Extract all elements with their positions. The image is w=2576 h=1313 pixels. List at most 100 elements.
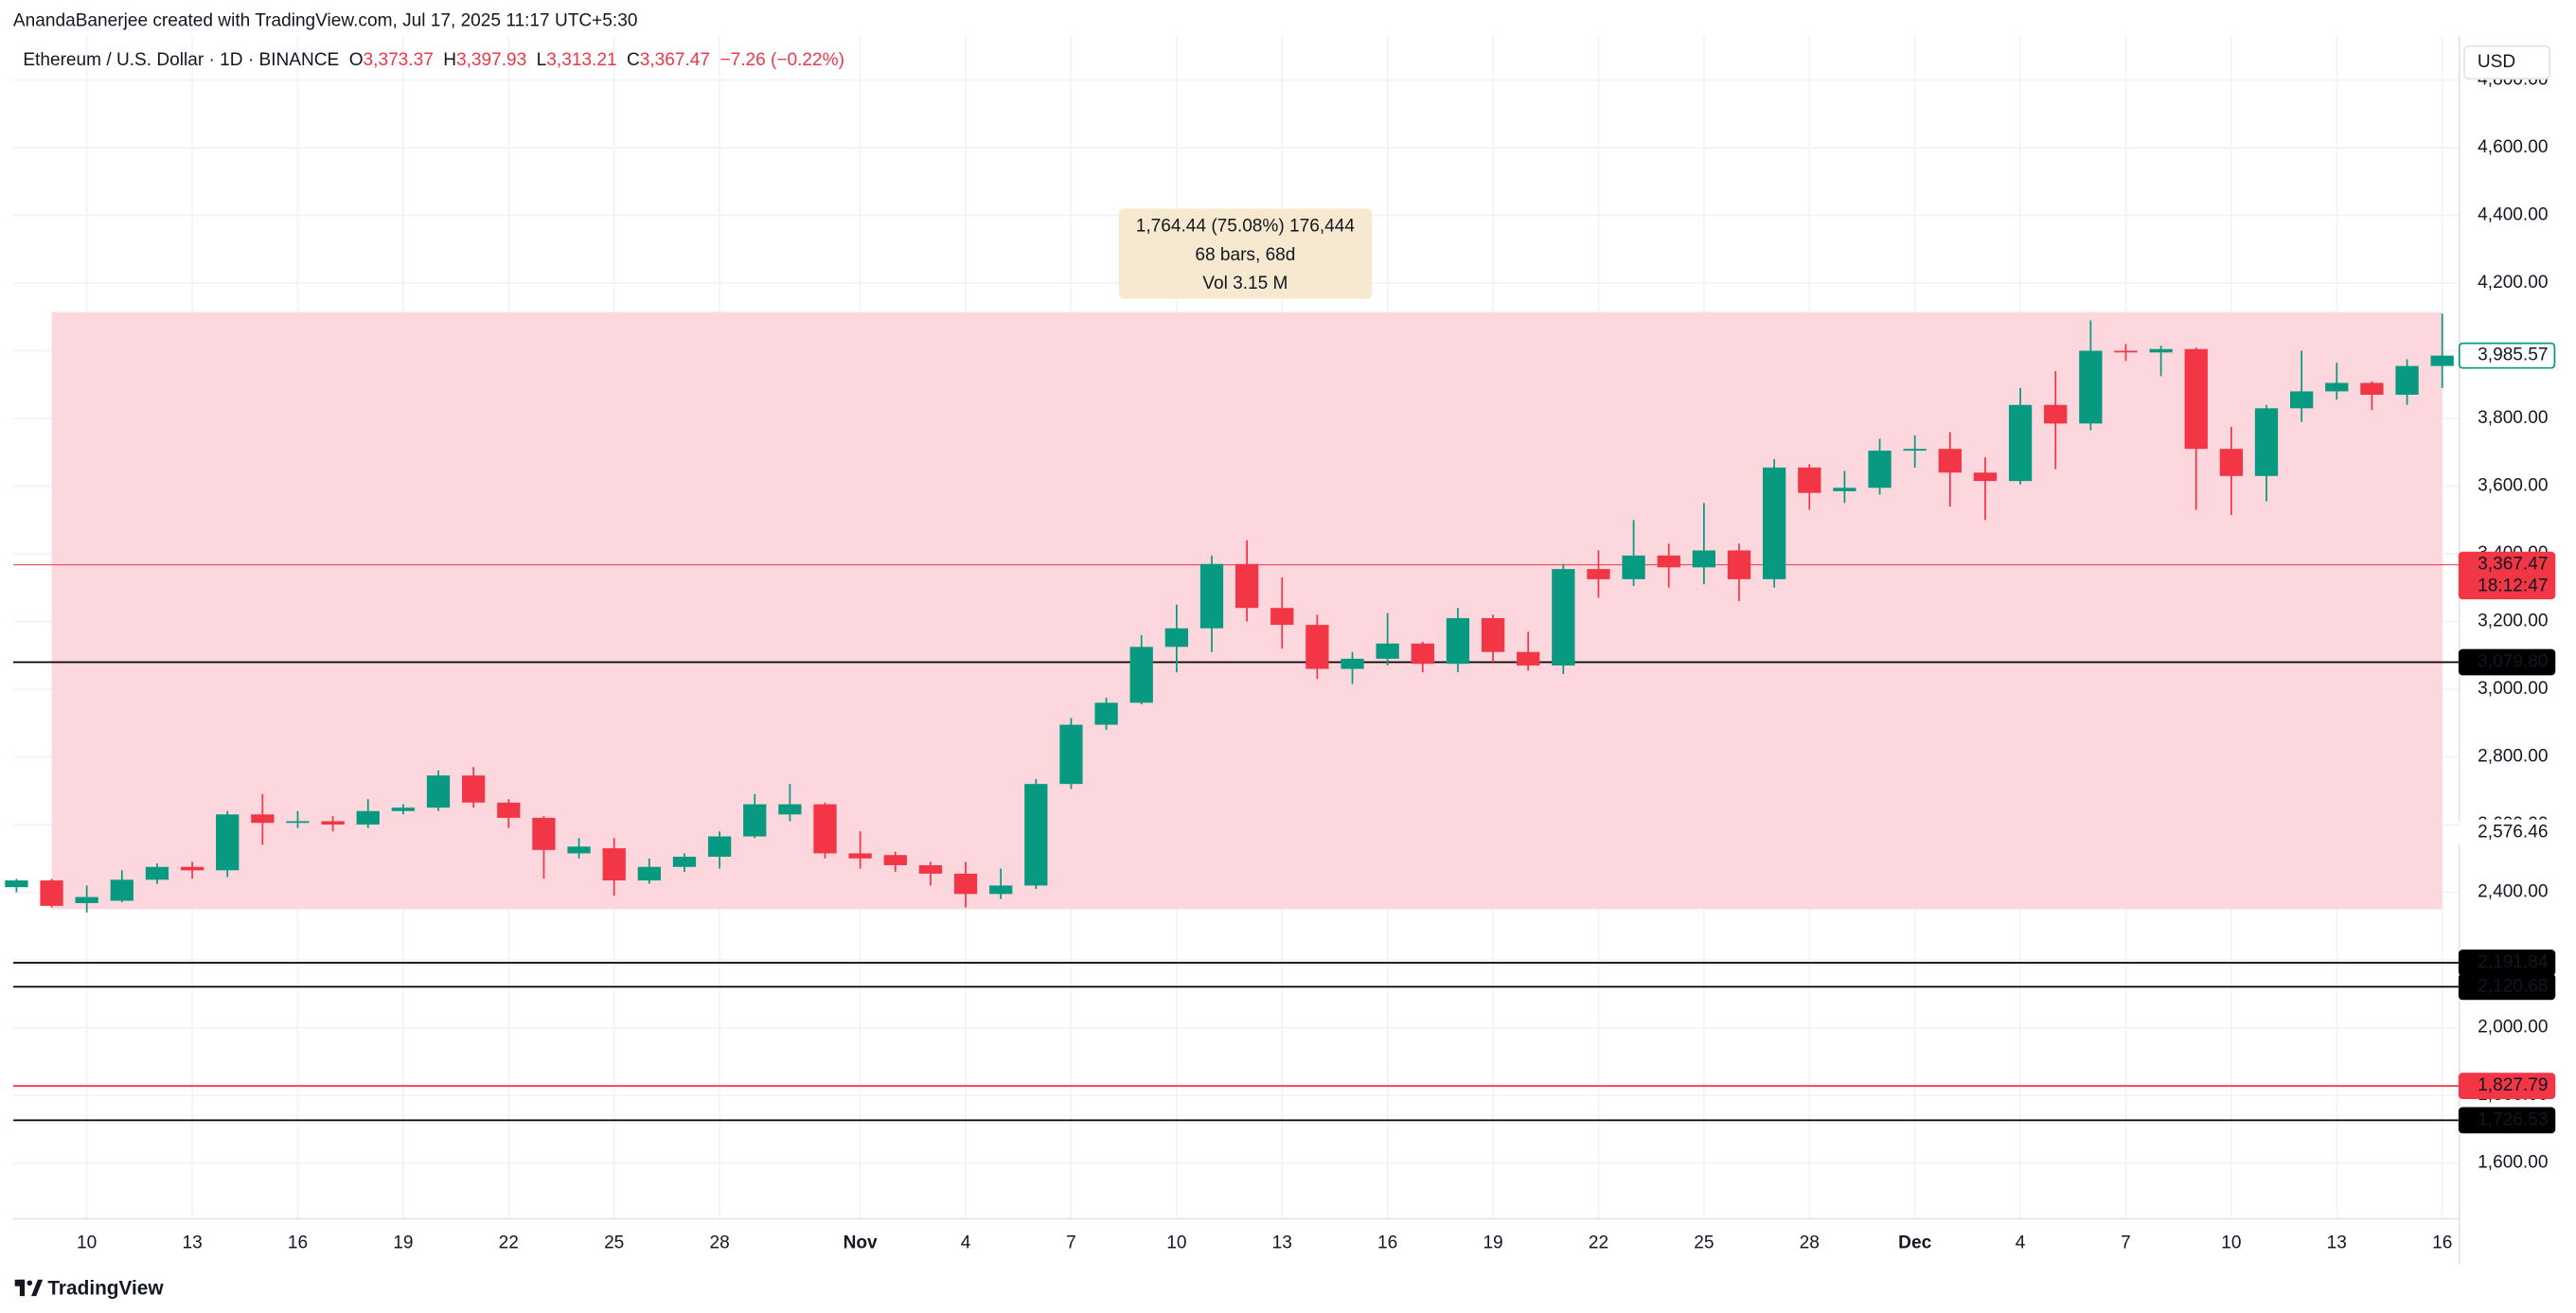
- x-tick-label: 10: [77, 1233, 97, 1253]
- price-label-box: [2458, 342, 2556, 369]
- candle-body: [2360, 382, 2384, 395]
- candle-body: [75, 896, 98, 903]
- candle-body: [918, 864, 943, 874]
- candle-body: [2044, 404, 2068, 424]
- x-tick-label: 19: [1483, 1233, 1502, 1253]
- ohlc-key: H: [443, 50, 456, 70]
- candle-body: [2254, 408, 2279, 476]
- price-label-box: [2458, 819, 2556, 846]
- candle-body: [110, 879, 133, 901]
- candle-body: [1762, 467, 1786, 579]
- price-label-box: [2458, 551, 2556, 600]
- candle-body: [743, 804, 767, 837]
- price-label-box: [2458, 1107, 2556, 1134]
- candle-body: [1692, 550, 1716, 568]
- ohlc-value: 3,397.93: [456, 50, 526, 70]
- x-tick-label: 7: [1066, 1233, 1076, 1253]
- candle-body: [1622, 555, 1645, 579]
- ohlc-key: C: [627, 50, 640, 70]
- x-tick-label: 13: [182, 1233, 202, 1253]
- currency-button[interactable]: [2463, 44, 2551, 80]
- candle-body: [1024, 784, 1048, 886]
- candle-body: [426, 775, 451, 808]
- y-tick-label: 2,000.00: [2478, 1018, 2548, 1038]
- y-tick-label: 3,600.00: [2478, 476, 2548, 496]
- price-label-box: [2458, 1073, 2556, 1100]
- price-label: 2,576.46: [2478, 823, 2548, 843]
- candle-body: [321, 821, 345, 825]
- x-tick-label: 13: [2327, 1233, 2347, 1253]
- x-tick-label: 16: [1377, 1233, 1397, 1253]
- candle-body: [2325, 382, 2349, 392]
- y-tick-label: 3,000.00: [2478, 679, 2548, 699]
- candle-body: [145, 866, 169, 880]
- countdown: 18:12:47: [2478, 576, 2548, 595]
- symbol-line: Ethereum / U.S. Dollar · 1D · BINANCE O 3,…: [23, 50, 844, 70]
- candle-body: [778, 804, 802, 815]
- logo-shape: [19, 1279, 26, 1297]
- candle-body: [2184, 348, 2208, 450]
- candle-body: [1727, 550, 1751, 579]
- candle-body: [462, 775, 486, 803]
- currency[interactable]: USD: [2478, 52, 2515, 72]
- candle-body: [1411, 643, 1434, 665]
- measure-text: Vol 3.15 M: [1202, 274, 1288, 293]
- candle-body: [286, 821, 310, 824]
- candle-body: [637, 866, 661, 881]
- measure-text: 1,764.44 (75.08%) 176,444: [1136, 217, 1356, 237]
- x-tick-label: 4: [961, 1233, 971, 1253]
- price-label: 2,191.84: [2478, 952, 2549, 972]
- x-tick-label: 19: [393, 1233, 413, 1253]
- brand: TradingView: [47, 1278, 164, 1300]
- candle-body: [1868, 450, 1892, 488]
- y-tick-label: 3,800.00: [2478, 408, 2548, 428]
- x-tick-label: 10: [1166, 1233, 1186, 1253]
- candle-body: [2290, 391, 2314, 409]
- x-tick-label: 22: [1589, 1233, 1608, 1253]
- ohlc-value: 3,313.21: [546, 50, 616, 70]
- candle-body: [989, 885, 1013, 895]
- candle-body: [1587, 569, 1610, 579]
- x-tick-label: 16: [2432, 1233, 2452, 1253]
- x-tick-label: 10: [2221, 1233, 2241, 1253]
- candle-body: [497, 802, 521, 818]
- price-label: 3,367.47: [2478, 555, 2548, 575]
- x-tick-label: 16: [288, 1233, 308, 1253]
- price-label-box: [2458, 973, 2556, 1001]
- candle-body: [1164, 628, 1188, 648]
- candle-body: [2149, 348, 2173, 353]
- candle-body: [1938, 449, 1962, 473]
- candle-body: [1833, 488, 1856, 491]
- candle-body: [2430, 355, 2454, 366]
- candle-body: [848, 853, 872, 859]
- y-tick-label: 4,400.00: [2478, 205, 2548, 225]
- candle-body: [532, 817, 556, 850]
- candle-body: [1306, 625, 1329, 669]
- candle-body: [216, 814, 240, 871]
- y-tick-label: 4,200.00: [2478, 273, 2548, 293]
- x-tick-label: 28: [709, 1233, 729, 1253]
- candle-body: [1552, 569, 1575, 666]
- levels: [12, 564, 2460, 1122]
- y-tick-label: 4,600.00: [2478, 137, 2548, 157]
- candle-body: [1059, 724, 1083, 785]
- candle-body: [2219, 449, 2244, 476]
- ohlc-key: O: [349, 50, 364, 70]
- y-tick-label: 2,800.00: [2478, 747, 2548, 767]
- x-tick-label: 28: [1800, 1233, 1820, 1253]
- ohlc-value: 3,367.47: [640, 50, 710, 70]
- author-line: AnandaBanerjee created with TradingView.…: [13, 11, 638, 31]
- candle-body: [2395, 365, 2419, 395]
- candle-body: [1903, 449, 1927, 451]
- candle-body: [1798, 467, 1821, 493]
- candle-body: [567, 846, 591, 854]
- candle-body: [883, 855, 907, 865]
- x-tick-label: Dec: [1898, 1233, 1931, 1253]
- candle-body: [1517, 651, 1540, 666]
- candle-body: [1481, 617, 1505, 652]
- symbol: Ethereum / U.S. Dollar · 1D · BINANCE: [23, 50, 339, 70]
- candle-body: [1199, 563, 1224, 629]
- x-tick-label: 4: [2016, 1233, 2026, 1253]
